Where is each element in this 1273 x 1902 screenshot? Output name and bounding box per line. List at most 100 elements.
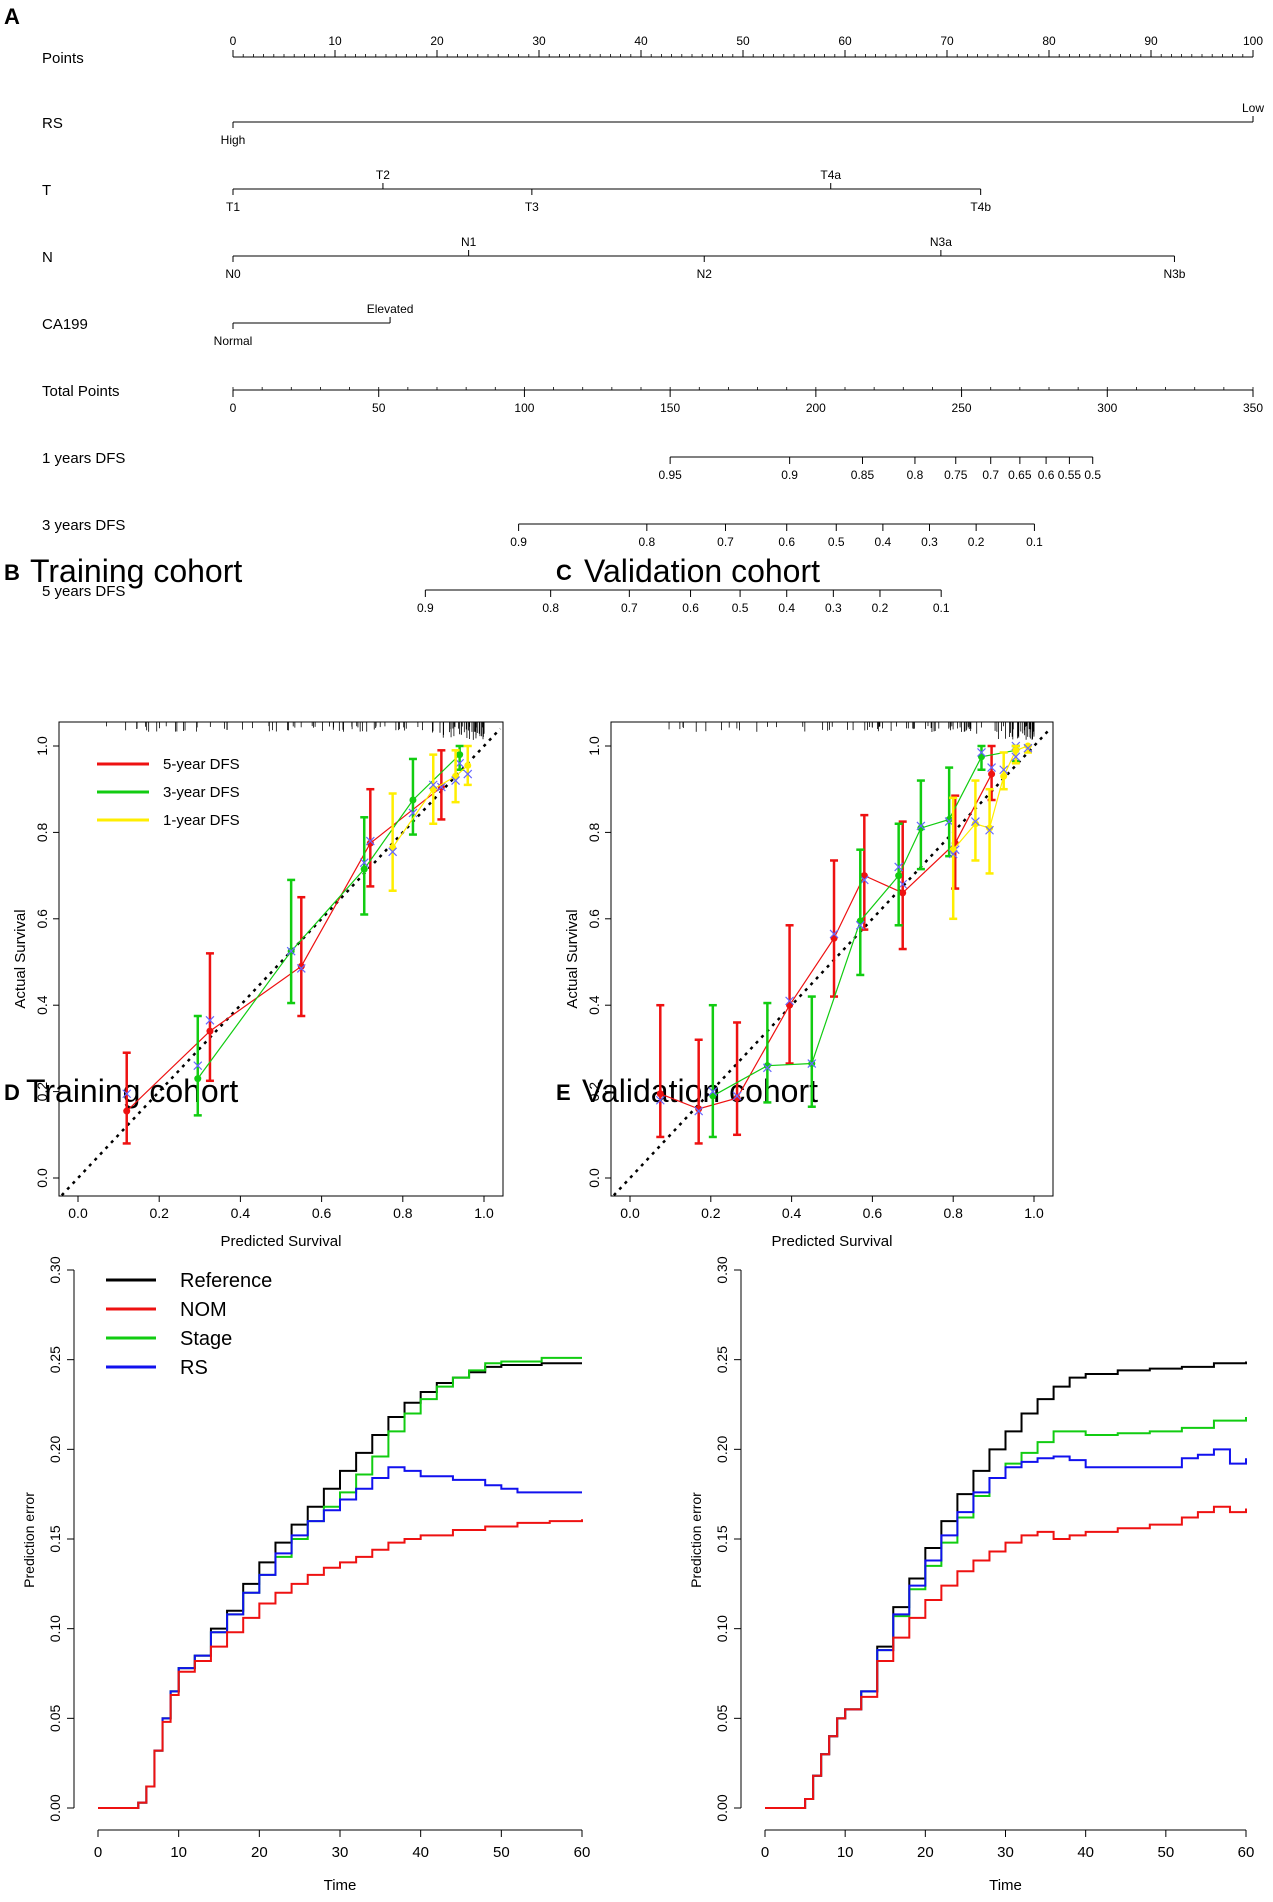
calib-train-legend-label: 5-year DFS [163, 756, 240, 773]
nomogram-tick-label: 50 [372, 401, 386, 415]
calib-train-corrected-mark-3-year-dfs [193, 1061, 203, 1071]
calib-valid-corrected-mark-5-year-dfs [859, 875, 869, 885]
calib-train-y-tick-label: 0.8 [34, 822, 50, 842]
nomogram-tick-label: N3b [1163, 267, 1185, 281]
calib-valid-y-tick-label: 1.0 [586, 736, 602, 756]
calib-train-corrected-mark-3-year-dfs [359, 858, 369, 868]
calib-valid-y-tick-label: 0.8 [586, 822, 602, 842]
nomogram-tick-label: 150 [660, 401, 680, 415]
nomogram-tick-label: 0.5 [828, 535, 845, 549]
nomogram-tick-label: 0.5 [1084, 468, 1101, 482]
calib-train-line-1-year-dfs [392, 764, 469, 848]
nomogram-tick-label: 0.9 [510, 535, 527, 549]
calib-train-corrected-mark-1-year-dfs [451, 776, 461, 785]
pe-train-x-axis-label: Time [324, 1877, 357, 1894]
pe-valid-x-tick-label: 30 [997, 1844, 1014, 1861]
pe-train-curve-rs [98, 1466, 582, 1809]
calib-valid-y-axis-label: Actual Survival [564, 909, 581, 1008]
calib-train-corrected-mark-3-year-dfs [408, 808, 418, 818]
calib-valid-corrected-mark-1-year-dfs [1023, 743, 1033, 753]
calib-valid-corrected-mark-3-year-dfs [916, 821, 926, 831]
calib-train-corrected-mark-5-year-dfs [205, 1015, 215, 1025]
nomogram-tick-label: 60 [838, 34, 852, 48]
calib-valid-point-1-year-dfs [986, 824, 994, 832]
nomogram-tick-label: 0.85 [851, 468, 875, 482]
calib-valid-corrected-mark-1-year-dfs [948, 849, 958, 859]
pe-valid-x-tick-label: 0 [761, 1844, 769, 1861]
nomogram-tick-label: 20 [430, 34, 444, 48]
calib-train-legend-label: 1-year DFS [163, 812, 240, 829]
pe-train-x-tick-label: 10 [170, 1844, 187, 1861]
nomogram-tick-label: 300 [1097, 401, 1117, 415]
nomogram-tick-label: 0.2 [872, 601, 889, 615]
calib-train-frame [58, 721, 504, 1197]
pe-train-y-tick-label: 0.15 [47, 1525, 63, 1552]
nomogram-row-label-dfs-1y: 1 years DFS [42, 450, 125, 467]
calib-train-x-tick-label: 0.6 [312, 1205, 332, 1221]
calib-valid-frame [610, 721, 1054, 1197]
nomogram-tick-label: 0.6 [778, 535, 795, 549]
calib-valid-corrected-mark-3-year-dfs [977, 748, 986, 757]
pe-valid-y-tick-label: 0.20 [714, 1435, 730, 1462]
calib-train-line-5-year-dfs [126, 786, 442, 1112]
nomogram-tick-label: 0.5 [732, 601, 749, 615]
pe-train-x-tick-label: 50 [493, 1844, 510, 1861]
calib-train-corrected-mark-1-year-dfs [388, 847, 398, 857]
pe-train-y-tick-label: 0.30 [47, 1256, 63, 1283]
calib-train-y-axis-label: Actual Survival [12, 909, 29, 1008]
nomogram-tick-label: 0.4 [778, 601, 795, 615]
pe-train-legend-label: Stage [180, 1328, 232, 1350]
panel-title-e: Validation cohort [582, 1073, 818, 1109]
nomogram-tick-label: T4a [820, 168, 841, 182]
nomogram-tick-label: 90 [1144, 34, 1158, 48]
panel-label-b: B [4, 560, 20, 585]
calib-train-x-tick-label: 0.2 [149, 1205, 169, 1221]
pe-train-x-tick-label: 60 [574, 1844, 591, 1861]
pe-valid-x-tick-label: 50 [1157, 1844, 1174, 1861]
nomogram-row-label-total-points: Total Points [42, 383, 120, 400]
calib-valid-corrected-mark-3-year-dfs [894, 862, 904, 872]
calib-valid-x-tick-label: 0.6 [863, 1205, 883, 1221]
calib-valid-corrected-mark-5-year-dfs [785, 996, 795, 1006]
calib-valid-y-tick-label: 0.2 [586, 1082, 602, 1102]
calib-valid-x-tick-label: 0.4 [782, 1205, 802, 1221]
calib-valid-point-1-year-dfs [1012, 746, 1020, 754]
calib-valid-corrected-mark-1-year-dfs [999, 765, 1009, 775]
calib-train-corrected-mark-5-year-dfs [122, 1089, 132, 1099]
nomogram-tick-label: High [221, 133, 246, 147]
calib-valid-corrected-mark-5-year-dfs [694, 1106, 704, 1116]
calib-train-point-1-year-dfs [464, 761, 472, 769]
calib-valid-point-3-year-dfs [945, 815, 953, 823]
pe-train-y-tick-label: 0.05 [47, 1704, 63, 1731]
pe-train-y-tick-label: 0.25 [47, 1346, 63, 1373]
nomogram-tick-label: T1 [226, 200, 240, 214]
pe-train-x-tick-label: 0 [94, 1844, 102, 1861]
nomogram-tick-label: 0.7 [621, 601, 638, 615]
panel-title-c: Validation cohort [584, 553, 820, 589]
nomogram-tick-label: 100 [1243, 34, 1263, 48]
pe-train-y-tick-label: 0.10 [47, 1615, 63, 1642]
pe-train-curve-nom [98, 1519, 583, 1809]
nomogram-tick-label: 0.3 [825, 601, 842, 615]
nomogram-tick-label: T4b [970, 200, 991, 214]
pe-valid-x-tick-label: 20 [917, 1844, 934, 1861]
calib-train-x-tick-label: 0.0 [68, 1205, 88, 1221]
calib-train-y-tick-label: 1.0 [34, 736, 50, 756]
calib-valid-corrected-mark-1-year-dfs [970, 817, 980, 827]
calib-valid-corrected-mark-5-year-dfs [898, 879, 908, 889]
pe-valid-y-tick-label: 0.15 [714, 1525, 730, 1552]
pe-train-x-tick-label: 30 [332, 1844, 349, 1861]
calib-valid-corrected-mark-3-year-dfs [807, 1059, 817, 1068]
nomogram-tick-label: 10 [328, 34, 342, 48]
nomogram-tick-label: 0.9 [417, 601, 434, 615]
nomogram-tick-label: 30 [532, 34, 546, 48]
pe-train-curve-reference [98, 1362, 582, 1809]
pe-train-y-axis-label: Prediction error [21, 1492, 37, 1588]
calib-train-corrected-mark-5-year-dfs [436, 782, 446, 792]
calib-train-y-tick-label: 0.2 [34, 1082, 50, 1102]
pe-train-legend-label: RS [180, 1357, 208, 1379]
pe-valid-x-tick-label: 40 [1077, 1844, 1094, 1861]
panel-label-c: C [556, 560, 572, 585]
calib-valid-point-5-year-dfs [656, 1090, 664, 1098]
calib-train-point-5-year-dfs [123, 1107, 131, 1115]
